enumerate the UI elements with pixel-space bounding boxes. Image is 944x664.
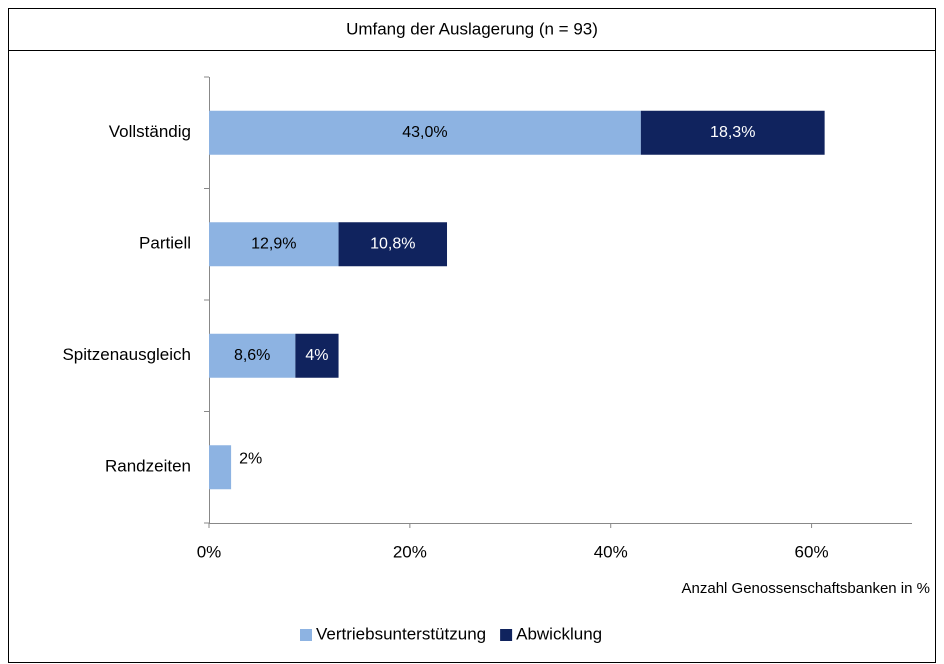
bar-segment xyxy=(640,110,825,155)
bar-segment xyxy=(338,222,448,267)
data-label: 18,3% xyxy=(710,124,755,141)
x-tick-label: 20% xyxy=(393,542,427,561)
legend-swatch xyxy=(500,629,513,641)
bar-segment xyxy=(209,222,339,267)
legend-swatch xyxy=(300,629,312,641)
legend-label: Abwicklung xyxy=(516,624,602,643)
data-label: 2% xyxy=(239,450,262,467)
data-label: 10,8% xyxy=(370,235,415,252)
x-tick-label: 40% xyxy=(594,542,628,561)
bar-segment xyxy=(209,333,296,378)
x-tick-label: 60% xyxy=(795,542,829,561)
legend-label: Vertriebsunterstützung xyxy=(316,624,486,643)
data-label: 12,9% xyxy=(251,235,296,252)
bar-segment xyxy=(295,333,339,378)
bar-segment xyxy=(209,445,232,490)
data-label: 4% xyxy=(305,347,328,364)
x-tick-label: 0% xyxy=(197,542,222,561)
bar-segment xyxy=(209,110,641,155)
chart-title: Umfang der Auslagerung (n = 93) xyxy=(346,19,598,38)
y-tick-label: Partiell xyxy=(139,234,191,253)
y-tick-label: Randzeiten xyxy=(105,457,191,476)
y-tick-label: Spitzenausgleich xyxy=(62,345,191,364)
data-label: 8,6% xyxy=(234,347,270,364)
data-label: 43,0% xyxy=(402,124,447,141)
x-axis-label: Anzahl Genossenschaftsbanken in % xyxy=(682,580,931,597)
y-tick-label: Vollständig xyxy=(109,122,191,141)
frame xyxy=(8,8,936,663)
